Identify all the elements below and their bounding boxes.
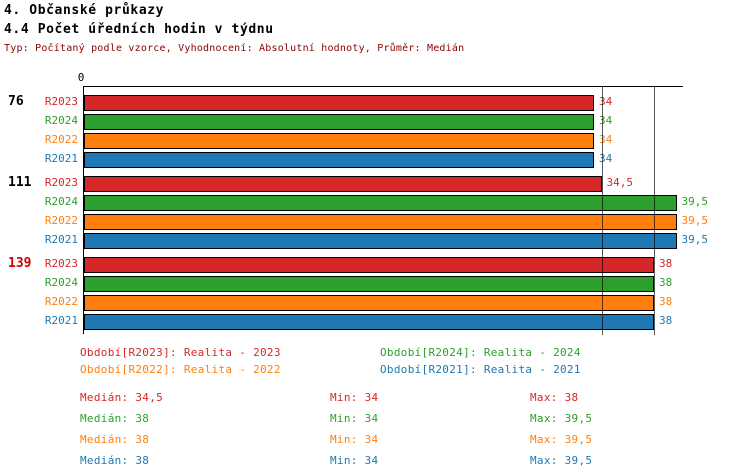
series-row-label: R2022 <box>44 133 78 146</box>
series-row-label: R2022 <box>44 295 78 308</box>
bar-R2023 <box>84 95 594 111</box>
plot-area <box>83 86 683 335</box>
stat-min-R2024: Min: 34 <box>330 412 379 425</box>
stat-median-R2023: Medián: 34,5 <box>80 391 164 404</box>
stat-median-R2024: Medián: 38 <box>80 412 150 425</box>
bar-R2021 <box>84 314 654 330</box>
bar-value-label: 38 <box>659 295 673 308</box>
x-axis-origin-label: 0 <box>77 71 85 84</box>
series-row-label: R2023 <box>44 257 78 270</box>
legend-item-R2021: Období[R2021]: Realita - 2021 <box>380 363 581 376</box>
stat-median-R2021: Medián: 38 <box>80 454 150 467</box>
stat-max-R2022: Max: 39,5 <box>530 433 593 446</box>
bar-value-label: 39,5 <box>681 195 709 208</box>
series-row-label: R2021 <box>44 152 78 165</box>
stat-max-R2024: Max: 39,5 <box>530 412 593 425</box>
bar-value-label: 38 <box>659 257 673 270</box>
series-row-label: R2024 <box>44 195 78 208</box>
legend-item-R2024: Období[R2024]: Realita - 2024 <box>380 346 581 359</box>
stat-median-R2022: Medián: 38 <box>80 433 150 446</box>
bar-R2021 <box>84 233 677 249</box>
bar-value-label: 39,5 <box>681 233 709 246</box>
series-row-label: R2021 <box>44 233 78 246</box>
legend-item-R2022: Období[R2022]: Realita - 2022 <box>80 363 281 376</box>
bar-value-label: 38 <box>659 314 673 327</box>
bar-R2023 <box>84 257 654 273</box>
bar-value-label: 34,5 <box>606 176 634 189</box>
bar-R2022 <box>84 133 594 149</box>
bar-value-label: 39,5 <box>681 214 709 227</box>
series-row-label: R2023 <box>44 176 78 189</box>
bar-R2024 <box>84 276 654 292</box>
bar-R2022 <box>84 295 654 311</box>
series-row-label: R2021 <box>44 314 78 327</box>
series-row-label: R2024 <box>44 276 78 289</box>
stat-min-R2023: Min: 34 <box>330 391 379 404</box>
chart-meta-line: Typ: Počítaný podle vzorce, Vyhodnocení:… <box>4 43 465 54</box>
bar-R2022 <box>84 214 677 230</box>
stat-min-R2022: Min: 34 <box>330 433 379 446</box>
bar-R2021 <box>84 152 594 168</box>
page-subtitle: 4.4 Počet úředních hodin v týdnu <box>4 22 274 37</box>
stat-max-R2021: Max: 39,5 <box>530 454 593 467</box>
median-reference-line <box>601 87 603 335</box>
bar-R2024 <box>84 195 677 211</box>
series-row-label: R2023 <box>44 95 78 108</box>
series-row-label: R2024 <box>44 114 78 127</box>
stat-min-R2021: Min: 34 <box>330 454 379 467</box>
group-label: 139 <box>8 256 32 271</box>
median-reference-line <box>654 87 655 335</box>
page-title: 4. Občanské průkazy <box>4 3 165 18</box>
bar-R2024 <box>84 114 594 130</box>
series-row-label: R2022 <box>44 214 78 227</box>
bar-value-label: 38 <box>659 276 673 289</box>
stat-max-R2023: Max: 38 <box>530 391 579 404</box>
legend-item-R2023: Období[R2023]: Realita - 2023 <box>80 346 281 359</box>
bar-R2023 <box>84 176 602 192</box>
group-label: 76 <box>8 94 24 109</box>
group-label: 111 <box>8 175 32 190</box>
